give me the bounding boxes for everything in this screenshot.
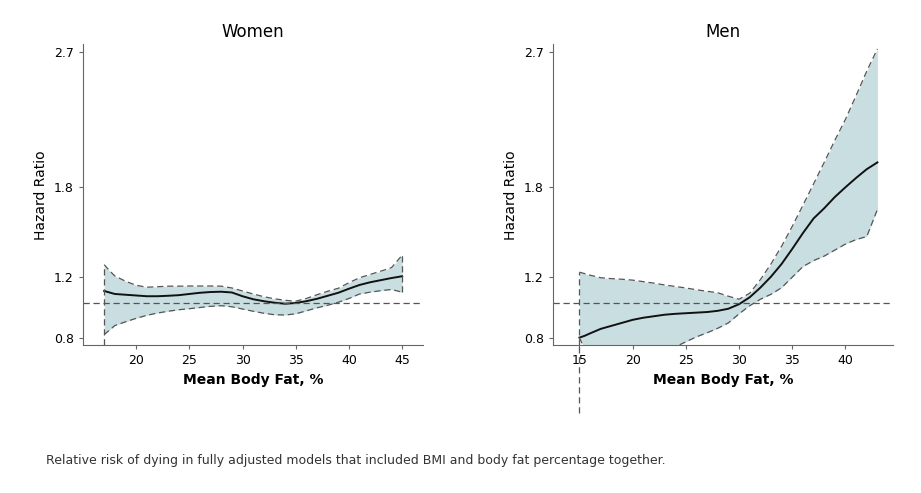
Text: Relative risk of dying in fully adjusted models that included BMI and body fat p: Relative risk of dying in fully adjusted… xyxy=(46,454,666,466)
X-axis label: Mean Body Fat, %: Mean Body Fat, % xyxy=(653,373,793,387)
Title: Men: Men xyxy=(705,24,740,41)
Title: Women: Women xyxy=(222,24,285,41)
Y-axis label: Hazard Ratio: Hazard Ratio xyxy=(505,150,519,240)
X-axis label: Mean Body Fat, %: Mean Body Fat, % xyxy=(183,373,323,387)
Y-axis label: Hazard Ratio: Hazard Ratio xyxy=(34,150,48,240)
